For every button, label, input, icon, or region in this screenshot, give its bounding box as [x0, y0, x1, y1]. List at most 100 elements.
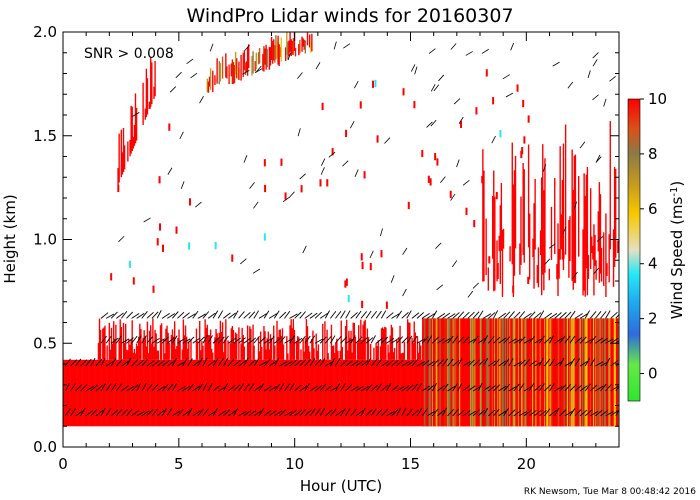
- speed-cell: [218, 332, 220, 360]
- speed-cell: [511, 142, 513, 265]
- speed-cell: [252, 324, 254, 360]
- speed-cell: [184, 359, 187, 427]
- speed-cell: [414, 359, 417, 427]
- speed-cell: [290, 359, 292, 427]
- speed-cell: [201, 359, 203, 427]
- wind-barb: [177, 311, 185, 319]
- speed-cell: [278, 329, 280, 360]
- speed-cell: [439, 318, 441, 427]
- speed-speckle: [344, 280, 347, 288]
- speed-speckle: [460, 120, 463, 128]
- speed-cell: [586, 318, 588, 427]
- wind-barb: [299, 359, 307, 367]
- speed-cell: [241, 359, 243, 427]
- speed-cell: [550, 318, 552, 427]
- speed-cell: [280, 359, 283, 427]
- speed-cell: [380, 359, 383, 427]
- speed-cell: [249, 359, 251, 427]
- speed-cell: [367, 359, 370, 427]
- speed-speckle: [465, 207, 468, 215]
- speed-cell: [404, 359, 407, 427]
- speed-cell: [502, 318, 505, 427]
- wind-barb: [197, 383, 204, 392]
- wind-barb: [212, 385, 221, 392]
- speed-speckle: [407, 201, 410, 210]
- x-tick-label: 20: [517, 455, 536, 473]
- speed-cell: [594, 234, 596, 266]
- wind-barb: [126, 408, 133, 417]
- wind-barb: [324, 336, 332, 344]
- speed-cell: [261, 359, 263, 427]
- speed-cell: [92, 359, 94, 427]
- wind-barb: [396, 359, 404, 367]
- speed-cell: [175, 359, 177, 427]
- wind-barb: [297, 72, 303, 79]
- speed-cell: [131, 106, 133, 152]
- speed-cell: [194, 359, 197, 427]
- speed-cell: [114, 338, 116, 360]
- speed-cell: [334, 359, 336, 427]
- wind-barb: [518, 359, 526, 367]
- speed-cell: [595, 260, 597, 280]
- speed-cell: [208, 335, 211, 360]
- wind-barb: [95, 410, 104, 417]
- speed-cell: [350, 359, 352, 427]
- x-tick-label: 0: [58, 455, 68, 473]
- speed-cell: [496, 240, 498, 282]
- wind-barb: [202, 311, 210, 319]
- wind-barb: [482, 407, 489, 417]
- wind-barb: [544, 336, 552, 344]
- speed-cell: [189, 359, 191, 427]
- speed-cell: [142, 82, 144, 125]
- wind-barb: [248, 337, 257, 344]
- speed-cell: [90, 359, 92, 427]
- speed-cell: [122, 127, 125, 172]
- wind-barb: [131, 384, 139, 392]
- speed-cell: [129, 139, 131, 157]
- wind-barb: [288, 191, 295, 198]
- speed-cell: [587, 254, 590, 279]
- wind-barb: [238, 383, 245, 392]
- wind-barb: [438, 74, 445, 82]
- wind-barb: [105, 313, 115, 319]
- speed-cell: [273, 359, 275, 427]
- wind-barb: [592, 59, 598, 67]
- speed-cell: [334, 353, 336, 360]
- speed-cell: [160, 323, 163, 360]
- speed-cell: [516, 318, 519, 427]
- speed-speckle: [512, 285, 515, 293]
- speed-cell: [89, 359, 91, 427]
- speed-cell: [375, 359, 377, 427]
- wind-barb: [453, 98, 461, 105]
- wind-barb: [431, 408, 439, 417]
- wind-barb: [391, 359, 399, 367]
- wind-barb: [136, 382, 142, 392]
- wind-barb: [171, 382, 178, 392]
- wind-barb: [437, 359, 444, 367]
- wind-barb: [593, 267, 600, 275]
- speed-cell: [313, 348, 315, 360]
- wind-barb: [309, 408, 316, 417]
- speed-cell: [514, 318, 517, 427]
- speed-cell: [609, 121, 611, 250]
- wind-barb: [167, 313, 176, 319]
- speed-cell: [462, 318, 464, 427]
- wind-barb: [350, 312, 358, 319]
- speed-cell: [458, 318, 460, 427]
- speed-cell: [367, 337, 370, 360]
- wind-barb: [263, 385, 272, 392]
- speed-cell: [251, 56, 253, 76]
- speed-cell: [279, 47, 281, 57]
- speed-speckle: [361, 261, 364, 270]
- wind-barb: [330, 408, 337, 417]
- speed-speckle: [413, 101, 416, 109]
- speed-cell: [153, 346, 155, 360]
- wind-barb: [498, 410, 507, 417]
- speed-cell: [225, 53, 227, 78]
- wind-barb: [228, 384, 236, 392]
- speed-cell: [314, 359, 316, 427]
- speed-cell: [268, 359, 271, 427]
- wind-barb: [493, 310, 499, 319]
- speed-cell: [261, 347, 263, 360]
- speed-cell: [134, 359, 137, 427]
